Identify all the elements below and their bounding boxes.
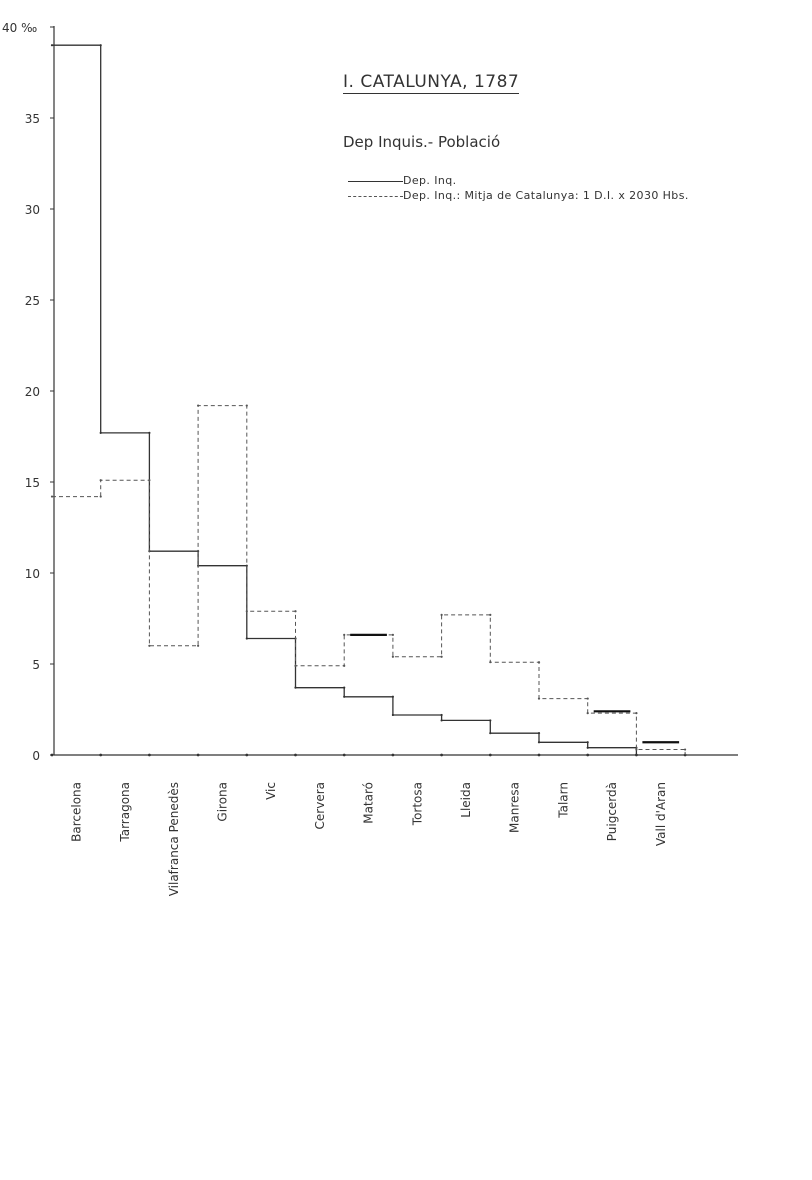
- x-category-label: Mataró: [362, 782, 376, 824]
- x-tick-dot: [488, 753, 492, 757]
- series-point-dashed: [635, 712, 638, 715]
- series-point-solid: [148, 431, 151, 434]
- series-point-solid: [586, 741, 589, 744]
- series-point-solid: [343, 686, 346, 689]
- series-point-dashed: [440, 655, 443, 658]
- series-point-dashed: [489, 661, 492, 664]
- series-point-dashed: [99, 479, 102, 482]
- series-point-solid: [537, 732, 541, 735]
- series-point-dashed: [148, 479, 151, 482]
- x-category-label: Tortosa: [410, 782, 424, 826]
- x-tick-dot: [99, 753, 103, 757]
- x-tick-dot: [342, 753, 346, 757]
- y-tick-label: 5: [32, 658, 40, 672]
- legend-dashed-line-swatch: [348, 196, 403, 197]
- series-point-dashed: [294, 664, 297, 667]
- x-category-label: Manresa: [508, 782, 522, 833]
- series-point-solid: [537, 741, 541, 744]
- series-point-dashed: [148, 644, 151, 647]
- x-category-label: Vic: [264, 782, 278, 800]
- x-category-label: Tarragona: [118, 782, 132, 843]
- x-category-label: Lleida: [459, 782, 473, 818]
- series-point-dashed: [294, 610, 297, 613]
- legend-label-dashed: Dep. Inq.: Mitja de Catalunya: 1 D.I. x …: [403, 189, 689, 202]
- chart-title: I. CATALUNYA, 1787: [343, 72, 520, 94]
- series-point-dashed: [586, 697, 589, 700]
- series-point-dashed: [391, 633, 394, 636]
- series-point-dashed: [197, 644, 200, 647]
- series-point-solid: [391, 695, 394, 698]
- series-point-dashed: [343, 664, 346, 667]
- y-top-label: 40 ‰: [2, 21, 37, 35]
- y-tick-label: 15: [25, 476, 40, 490]
- x-tick-dot: [440, 753, 443, 757]
- x-category-label: Vilafranca Penedès: [167, 782, 181, 896]
- series-point-dashed: [245, 610, 248, 613]
- series-point-dashed: [440, 613, 443, 616]
- x-tick-dot: [586, 753, 590, 757]
- y-tick-label: 35: [25, 112, 40, 126]
- series-point-dashed: [245, 404, 248, 407]
- x-tick-dot: [391, 753, 395, 757]
- chart-subtitle: Dep Inquis.- Població: [343, 133, 501, 151]
- series-point-dashed: [99, 495, 102, 498]
- series-point-dashed: [391, 655, 394, 658]
- y-tick-label: 10: [25, 567, 40, 581]
- series-point-dashed: [684, 748, 687, 751]
- y-tick-label: 20: [25, 385, 40, 399]
- x-category-label: Talarn: [556, 782, 570, 819]
- series-point-solid: [99, 44, 102, 47]
- x-category-label: Puigcerdà: [605, 782, 619, 841]
- x-category-label: Girona: [215, 782, 229, 822]
- y-tick-label: 0: [32, 749, 40, 763]
- series-point-dashed: [343, 633, 346, 636]
- legend-solid-line-swatch: [348, 181, 403, 182]
- series-point-dashed: [537, 697, 541, 700]
- x-category-label: Barcelona: [69, 782, 83, 842]
- series-point-solid: [294, 686, 297, 689]
- x-tick-dot: [196, 753, 200, 757]
- series-point-solid: [50, 44, 54, 47]
- series-line-dashed: [52, 405, 686, 755]
- y-tick-label: 25: [25, 294, 40, 308]
- series-point-solid: [489, 732, 492, 735]
- x-tick-dot: [50, 753, 54, 757]
- series-point-solid: [99, 431, 102, 434]
- series-point-dashed: [489, 613, 492, 616]
- series-point-dashed: [635, 748, 638, 751]
- series-point-dashed: [586, 712, 589, 715]
- series-point-dashed: [50, 495, 54, 498]
- series-point-solid: [245, 637, 248, 640]
- series-point-solid: [489, 719, 492, 722]
- series-point-dashed: [197, 404, 200, 407]
- x-category-label: Vall d'Aran: [654, 782, 668, 846]
- x-tick-dot: [537, 753, 541, 757]
- series-line-solid: [52, 44, 638, 755]
- x-tick-dot: [294, 753, 297, 757]
- x-tick-dot: [148, 753, 151, 757]
- series-point-solid: [440, 713, 443, 717]
- series-point-solid: [586, 746, 589, 749]
- series-point-solid: [391, 713, 394, 717]
- series-point-dashed: [537, 661, 541, 664]
- legend-label-solid: Dep. Inq.: [403, 174, 457, 187]
- series-point-solid: [440, 719, 443, 722]
- y-tick-label: 30: [25, 203, 40, 217]
- x-category-label: Cervera: [313, 782, 327, 829]
- x-tick-dot: [245, 753, 249, 757]
- series-point-solid: [343, 695, 346, 698]
